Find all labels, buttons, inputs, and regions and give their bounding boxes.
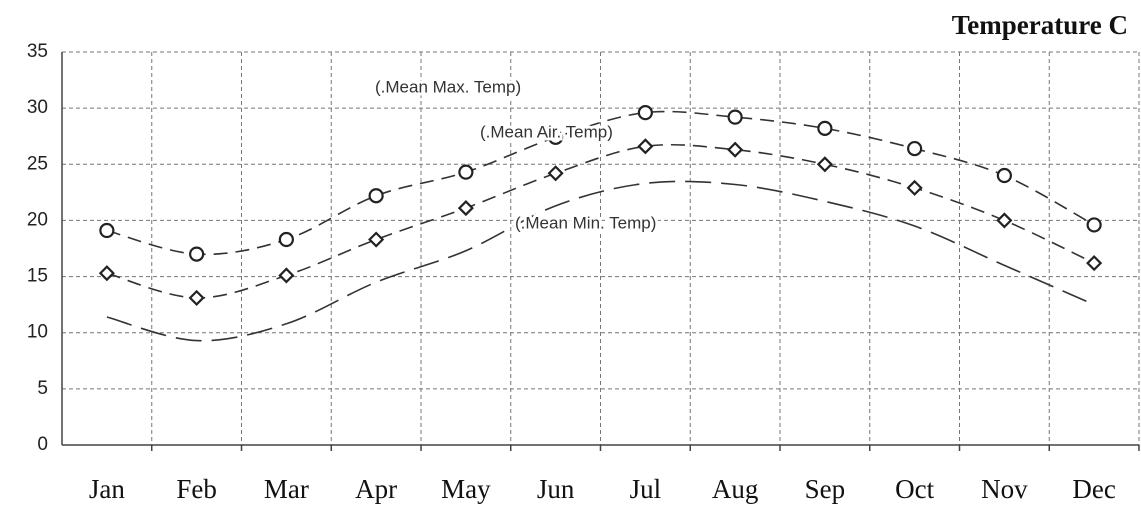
y-tick-label: 5 [37,378,48,399]
data-point [547,165,564,182]
data-point [278,231,294,248]
series-label: (.Mean Min. Temp) [515,213,656,232]
data-point [98,265,115,282]
data-point [817,120,833,136]
data-point [727,141,744,158]
data-point [278,267,295,284]
series-label: (.Mean Air. Temp) [480,122,613,141]
y-tick-label: 10 [27,322,48,343]
data-point [906,179,923,196]
y-tick-label: 35 [27,41,48,62]
x-tick-label: Apr [355,474,397,504]
data-point [1086,255,1103,272]
data-point [188,289,205,306]
x-tick-label: Jan [89,474,125,504]
data-point [368,188,384,204]
data-point [458,164,474,180]
x-tick-label: Dec [1072,474,1115,504]
data-point [996,212,1013,229]
x-tick-label: Aug [712,474,759,504]
y-tick-label: 20 [27,209,48,230]
x-tick-label: Sep [805,474,846,504]
data-point [548,129,564,145]
x-tick-label: Mar [264,474,309,504]
x-tick-label: Nov [981,474,1028,504]
data-point [457,200,474,217]
y-tick-label: 30 [27,97,48,118]
series-label: (.Mean Max. Temp) [375,77,521,96]
x-tick-label: May [441,474,491,504]
data-point [637,105,653,121]
data-point [1086,217,1102,233]
data-point [189,246,205,262]
x-tick-label: Oct [895,474,934,504]
data-point [637,138,654,155]
data-point [996,167,1012,184]
x-tick-label: Jun [537,474,575,504]
series-line [106,180,1095,342]
data-point [907,140,923,157]
series-line [106,143,1095,299]
data-point [99,222,115,239]
y-tick-label: 25 [27,153,48,174]
x-tick-label: Jul [630,474,662,504]
chart-title: Temperature C [952,10,1128,40]
data-point [368,231,385,248]
y-tick-label: 0 [37,434,48,455]
data-point [816,156,833,173]
data-point [727,109,743,125]
y-tick-label: 15 [27,266,48,287]
x-tick-label: Feb [176,474,217,504]
